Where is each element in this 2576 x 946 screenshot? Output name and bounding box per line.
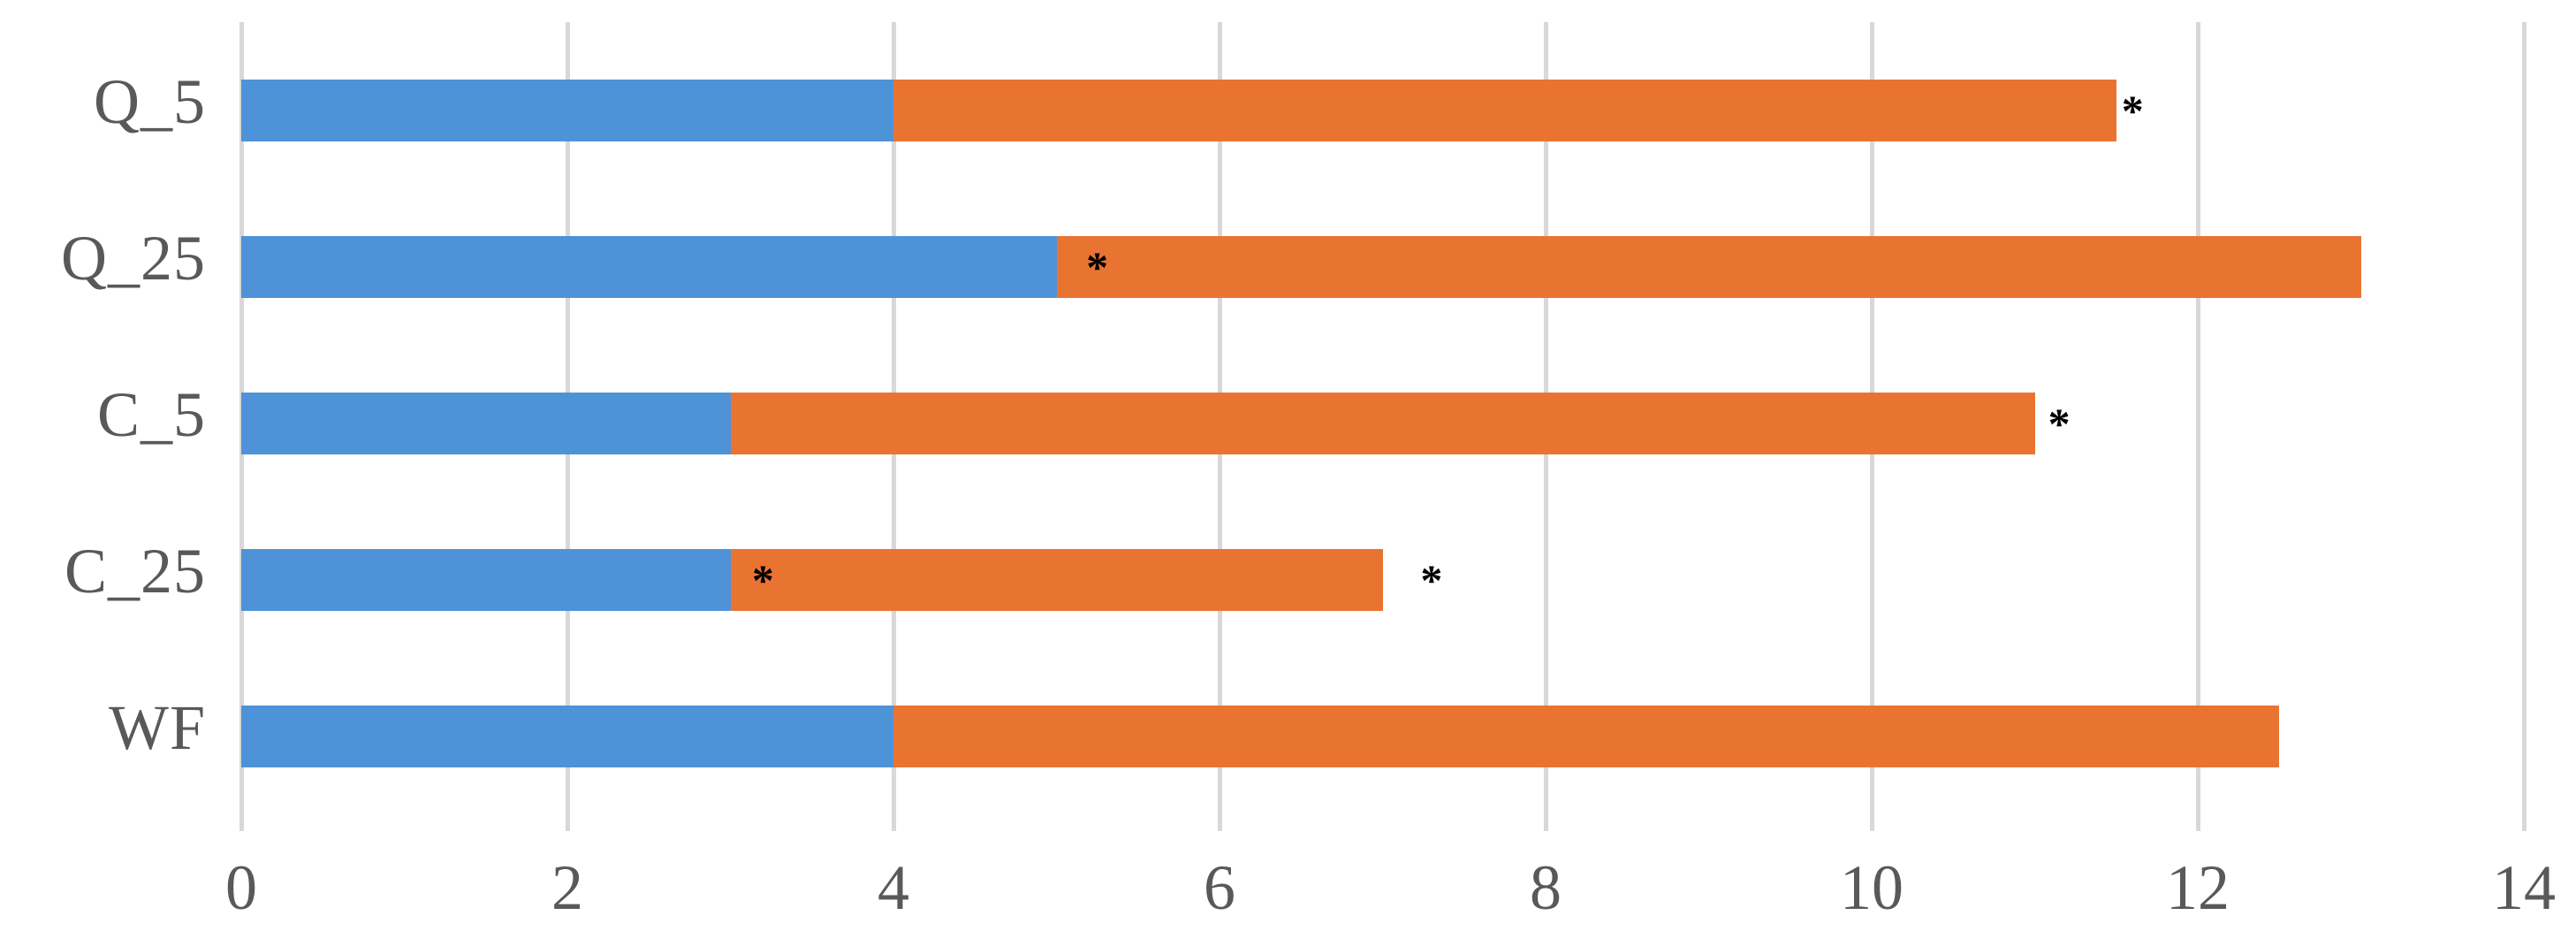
category-label-WF: WF [109,692,206,763]
x-tick-label-6: 6 [1204,852,1235,923]
category-label-Q_5: Q_5 [94,66,206,137]
bar-segment-Q_25-series-orange [1056,236,2361,298]
significance-asterisk-C_25-4: * [1420,555,1443,605]
x-tick-label-0: 0 [225,852,257,923]
bar-segment-C_25-series-orange [730,549,1383,611]
bar-segment-C_25-series-blue [241,549,731,611]
x-tick-label-10: 10 [1840,852,1904,923]
bar-segment-WF-series-blue [241,706,893,767]
category-label-C_5: C_5 [96,379,206,450]
bar-segment-C_5-series-orange [730,393,2035,454]
significance-asterisk-Q_25-1: * [1086,242,1109,292]
category-label-Q_25: Q_25 [61,223,206,294]
gridline-x-12 [2195,22,2200,831]
category-label-C_25: C_25 [64,536,206,607]
bar-segment-Q_25-series-blue [241,236,1057,298]
x-tick-label-4: 4 [878,852,909,923]
bar-segment-Q_5-series-orange [893,80,2116,141]
gridline-x-14 [2521,22,2527,831]
bar-segment-WF-series-orange [893,706,2280,767]
bar-segment-C_5-series-blue [241,393,731,454]
significance-asterisk-Q_5-0: * [2121,86,2144,135]
x-tick-label-14: 14 [2492,852,2556,923]
bar-segment-Q_5-series-blue [241,80,893,141]
significance-asterisk-C_5-2: * [2048,399,2071,448]
x-tick-label-8: 8 [1530,852,1562,923]
x-tick-label-2: 2 [551,852,583,923]
x-tick-label-12: 12 [2166,852,2230,923]
significance-asterisk-C_25-3: * [751,555,774,605]
